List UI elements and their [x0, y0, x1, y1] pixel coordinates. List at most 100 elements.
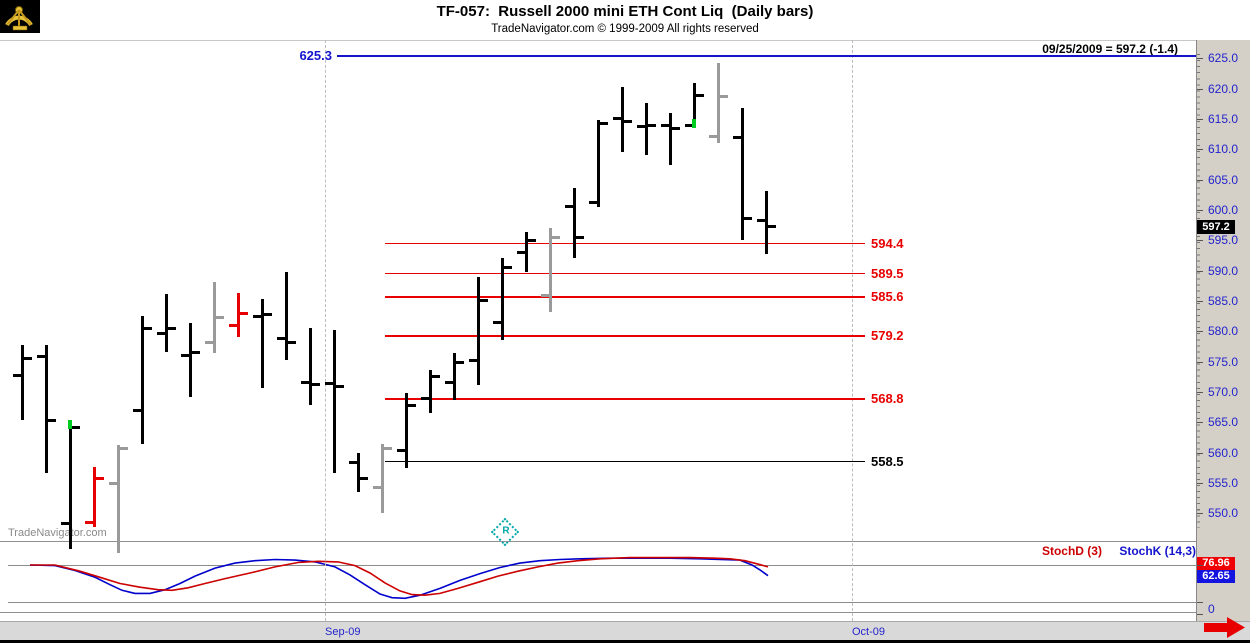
price-tick-label: 620.0	[1208, 81, 1239, 96]
stoch-axis-tick	[1197, 614, 1203, 615]
bar-close-tick	[551, 235, 560, 239]
stochastic-curves	[29, 556, 769, 600]
level-line-568.8	[385, 398, 865, 400]
bar-close-tick	[311, 382, 320, 386]
header-divider	[0, 40, 1250, 41]
price-major-tick	[1197, 483, 1203, 484]
bar-range	[644, 102, 648, 156]
bar-range	[356, 453, 360, 492]
price-major-tick	[1197, 149, 1203, 151]
legend-stochd[interactable]: StochD (3)	[1041, 544, 1102, 558]
bar-open-tick	[108, 482, 117, 486]
bar-open-tick	[84, 520, 93, 524]
trade-navigator-logo-icon[interactable]	[0, 0, 40, 33]
stochd-value-tag: 76.96	[1197, 557, 1235, 570]
bar-range	[500, 258, 504, 341]
bar-range	[68, 420, 72, 549]
price-major-tick	[1197, 331, 1203, 333]
price-tick-label: 550.0	[1208, 506, 1239, 521]
bar-close-tick	[23, 357, 32, 361]
price-tick-label: 610.0	[1208, 142, 1239, 157]
bar-open-tick	[684, 123, 693, 127]
bar-close-tick	[695, 93, 704, 97]
stoch-curve-StochK	[29, 557, 769, 600]
price-major-tick	[1197, 58, 1203, 60]
bar-range	[524, 232, 528, 273]
bar-range	[572, 188, 576, 259]
bar-open-tick	[516, 250, 525, 254]
bar-close-tick	[167, 327, 176, 331]
level-line-579.2	[385, 335, 865, 337]
price-tick-label: 600.0	[1208, 202, 1239, 217]
bar-close-tick	[767, 225, 776, 229]
bar-range	[428, 370, 432, 413]
chart-plot-area[interactable]	[8, 40, 1196, 541]
bar-open-tick	[660, 123, 669, 127]
bar-open-tick	[540, 294, 549, 297]
bar-close-tick	[719, 94, 728, 98]
price-major-tick	[1197, 391, 1203, 393]
bar-range	[236, 293, 240, 338]
bar-close-tick	[215, 316, 224, 320]
last-quote-label: 09/25/2009 = 597.2 (-1.4)	[1042, 42, 1178, 56]
price-tick-label: 590.0	[1208, 263, 1239, 278]
chart-subtitle: TradeNavigator.com © 1999-2009 All right…	[491, 23, 759, 35]
price-major-tick	[1197, 240, 1203, 242]
legend-stochk[interactable]: StochK (14,3)	[1119, 544, 1196, 558]
date-axis[interactable]: Sep-09 Oct-09	[0, 621, 1250, 641]
bar-open-tick	[588, 200, 597, 204]
price-major-tick	[1197, 300, 1203, 302]
bar-open-tick	[156, 331, 165, 335]
bar-range	[284, 272, 288, 361]
bar-open-tick	[420, 397, 429, 401]
level-line-589.5	[385, 272, 865, 275]
bar-range	[140, 315, 144, 444]
price-axis[interactable]: 597.2 76.96 62.65 0 625.0 620.0 615.0 610.0…	[1196, 40, 1250, 621]
bar-close-tick	[239, 311, 248, 315]
bar-close-tick	[431, 374, 440, 378]
price-major-tick	[1197, 361, 1203, 363]
price-tick-label: 625.0	[1208, 51, 1239, 66]
bar-open-tick	[612, 116, 621, 120]
bar-range	[380, 443, 384, 514]
bar-close-tick	[383, 446, 392, 450]
stoch-curve-StochD	[30, 556, 769, 597]
level-line-585.6	[385, 296, 865, 298]
watermark: TradeNavigator.com	[8, 527, 107, 539]
bar-open-tick	[324, 381, 333, 385]
level-label-579.2: 579.2	[871, 328, 904, 344]
bar-range	[596, 120, 600, 207]
bar-open-tick	[36, 354, 45, 358]
bar-range	[332, 330, 336, 474]
panel-divider-top	[0, 541, 1196, 542]
bar-close-tick	[527, 238, 536, 242]
bar-open-tick	[12, 374, 21, 378]
bar-green-mark	[692, 119, 696, 129]
bar-open-tick	[252, 314, 261, 318]
bottom-border	[0, 640, 1250, 643]
price-tick-label: 560.0	[1208, 445, 1239, 460]
price-major-tick	[1197, 422, 1203, 424]
bar-range	[764, 190, 768, 254]
bar-open-tick	[300, 380, 309, 384]
bar-close-tick	[599, 121, 608, 125]
bar-range	[740, 108, 744, 241]
bar-open-tick	[564, 205, 573, 209]
bar-open-tick	[636, 124, 645, 128]
bar-open-tick	[468, 358, 477, 362]
bar-open-tick	[372, 486, 381, 490]
stoch-zero-label: 0	[1208, 602, 1215, 616]
bar-range	[476, 277, 480, 386]
bar-open-tick	[204, 340, 213, 344]
price-tick-label: 585.0	[1208, 293, 1239, 308]
bar-close-tick	[503, 266, 512, 269]
bar-range	[620, 87, 624, 153]
level-label-568.8: 568.8	[871, 391, 904, 407]
price-major-tick	[1197, 209, 1203, 211]
month-gridline	[325, 40, 326, 621]
scroll-right-arrow-icon[interactable]	[1204, 616, 1246, 643]
price-tick-label: 555.0	[1208, 476, 1239, 490]
bar-range	[92, 467, 96, 528]
bar-open-tick	[756, 218, 765, 222]
level-line-594.4	[385, 242, 865, 245]
